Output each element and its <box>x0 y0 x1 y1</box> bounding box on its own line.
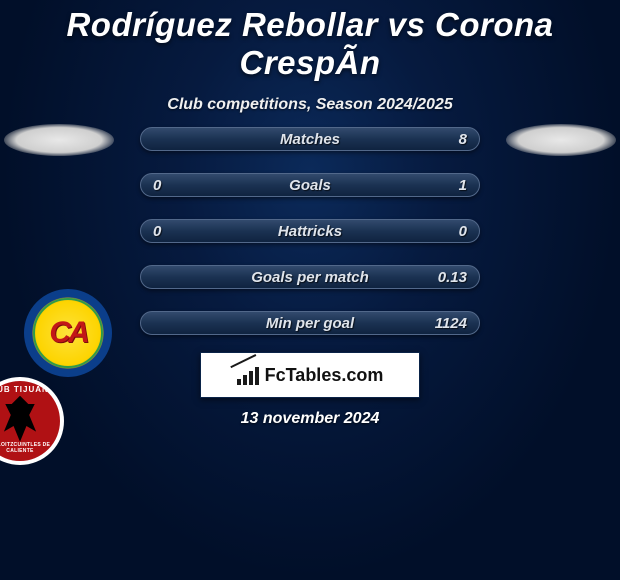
team-badge-right-arc-bottom: XOLOITZCUINTLES DE CALIENTE <box>0 442 60 454</box>
team-badge-left: CA <box>24 289 112 377</box>
stat-row-min-per-goal: Min per goal 1124 <box>140 311 480 335</box>
stat-value-right: 8 <box>459 131 467 148</box>
brand-logo-text: FcTables.com <box>265 365 384 386</box>
stat-label: Min per goal <box>141 315 479 332</box>
date-label: 13 november 2024 <box>0 410 620 428</box>
stat-label: Goals per match <box>141 269 479 286</box>
page-subtitle: Club competitions, Season 2024/2025 <box>0 96 620 114</box>
stats-container: Matches 8 0 Goals 1 0 Hattricks 0 Goals … <box>140 127 480 357</box>
player-photo-placeholder-right <box>506 124 616 156</box>
stat-label: Hattricks <box>141 223 479 240</box>
brand-logo-box: FcTables.com <box>200 352 420 398</box>
stat-row-goals-per-match: Goals per match 0.13 <box>140 265 480 289</box>
stat-label: Matches <box>141 131 479 148</box>
stat-value-left: 0 <box>153 177 161 194</box>
stat-value-right: 1 <box>459 177 467 194</box>
stat-row-matches: Matches 8 <box>140 127 480 151</box>
stat-row-goals: 0 Goals 1 <box>140 173 480 197</box>
bar-chart-icon <box>237 365 259 385</box>
page-title: Rodríguez Rebollar vs Corona CrespÃ­n <box>0 0 620 82</box>
stat-value-right: 0 <box>459 223 467 240</box>
stat-row-hattricks: 0 Hattricks 0 <box>140 219 480 243</box>
team-badge-left-initials: CA <box>49 316 86 350</box>
stat-value-left: 0 <box>153 223 161 240</box>
stat-value-right: 0.13 <box>438 269 467 286</box>
player-photo-placeholder-left <box>4 124 114 156</box>
stat-value-right: 1124 <box>435 315 467 332</box>
team-badge-right-arc-top: CLUB TIJUANA <box>0 385 60 394</box>
stat-label: Goals <box>141 177 479 194</box>
